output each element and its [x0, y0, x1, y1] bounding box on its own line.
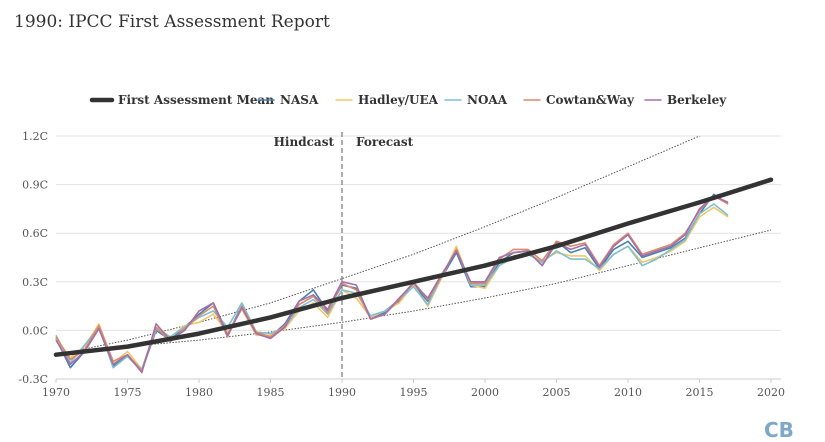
x-tick-label: 1970 — [42, 386, 70, 399]
legend-label-noaa: NOAA — [467, 93, 508, 107]
y-tick-label: 0.9C — [22, 179, 48, 192]
chart-title: 1990: IPCC First Assessment Report — [14, 12, 330, 32]
x-tick-label: 2000 — [471, 386, 499, 399]
x-tick-label: 2020 — [757, 386, 785, 399]
x-tick-label: 1980 — [185, 386, 213, 399]
x-tick-label: 1985 — [257, 386, 285, 399]
y-tick-label: 0.0C — [22, 324, 48, 337]
legend-label-nasa: NASA — [280, 93, 319, 107]
forecast-label: Forecast — [356, 135, 414, 149]
x-tick-label: 2015 — [686, 386, 714, 399]
hindcast-label: Hindcast — [274, 135, 335, 149]
series-layer — [55, 193, 729, 374]
legend-label-berkeley: Berkeley — [667, 93, 727, 107]
mean-layer — [53, 177, 774, 357]
x-tick-label: 1995 — [400, 386, 428, 399]
axis-layer: -0.3C 0.0C 0.3C 0.6C 0.9C 1.2C 1970 1975 1980 198… — [18, 130, 785, 399]
y-tick-label: -0.3C — [18, 373, 48, 386]
x-tick-label: 2010 — [614, 386, 642, 399]
y-tick-label: 0.3C — [22, 276, 48, 289]
y-tick-label: 1.2C — [22, 130, 48, 143]
legend-label-hadley-uea: Hadley/UEA — [358, 93, 439, 107]
mean-line — [53, 177, 774, 357]
legend-layer: First Assessment Mean NASA Hadley/UEA NOAA C… — [89, 93, 727, 107]
x-tick-label: 2005 — [543, 386, 571, 399]
legend-label-first-assessment-mean: First Assessment Mean — [118, 93, 274, 107]
bounds-layer — [56, 136, 772, 356]
grid-layer — [56, 135, 781, 380]
anno-layer: Hindcast Forecast — [274, 135, 414, 149]
series-line-nasa — [55, 193, 729, 372]
upper-bound-line — [56, 136, 701, 356]
x-tick-label: 1975 — [114, 386, 142, 399]
cb-logo: CB — [764, 418, 794, 442]
x-tick-label: 1990 — [328, 386, 356, 399]
legend-label-cowtan-way: Cowtan&Way — [546, 93, 635, 107]
y-tick-label: 0.6C — [22, 227, 48, 240]
